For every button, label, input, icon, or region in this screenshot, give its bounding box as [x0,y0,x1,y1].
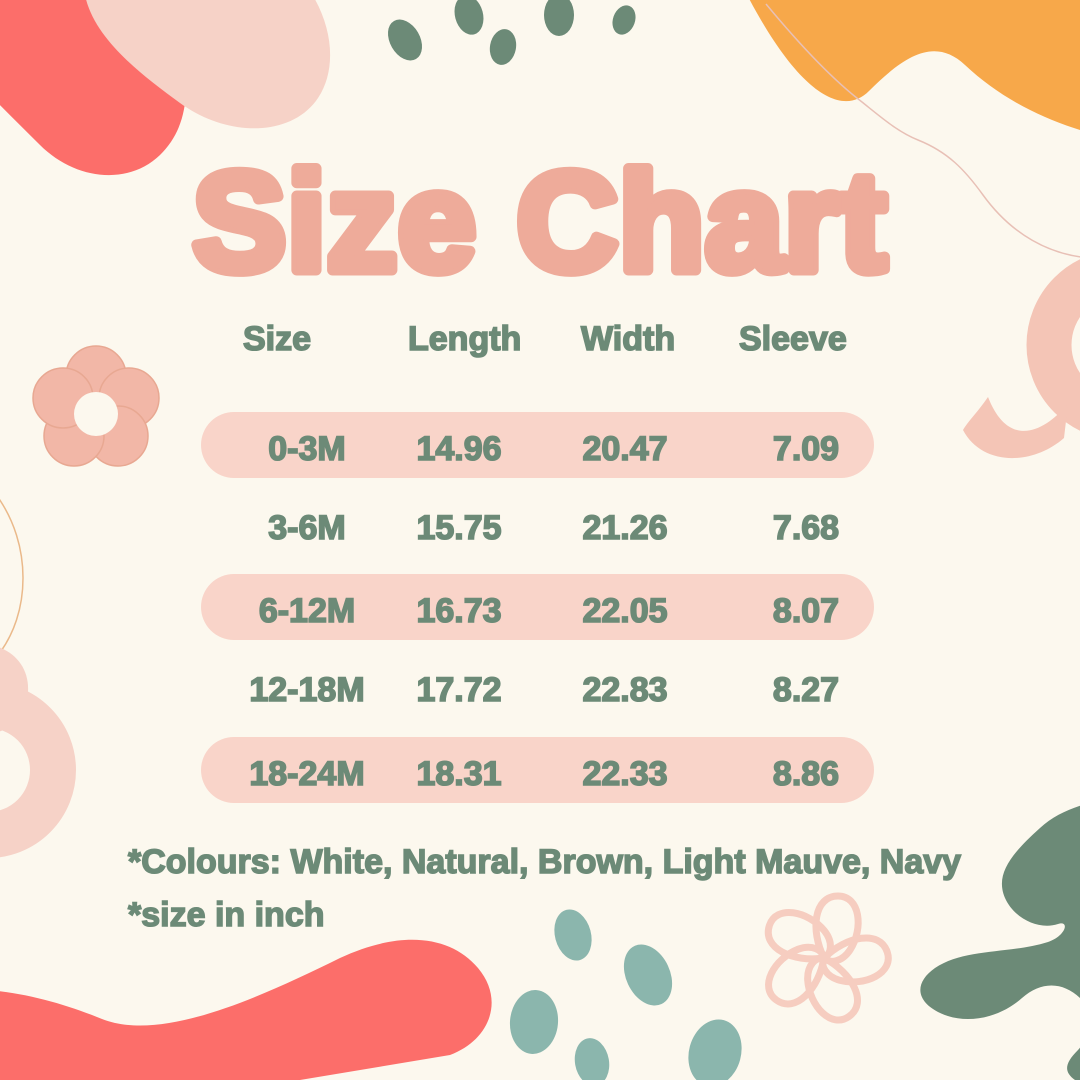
svg-text:Size Chart: Size Chart [193,143,888,300]
